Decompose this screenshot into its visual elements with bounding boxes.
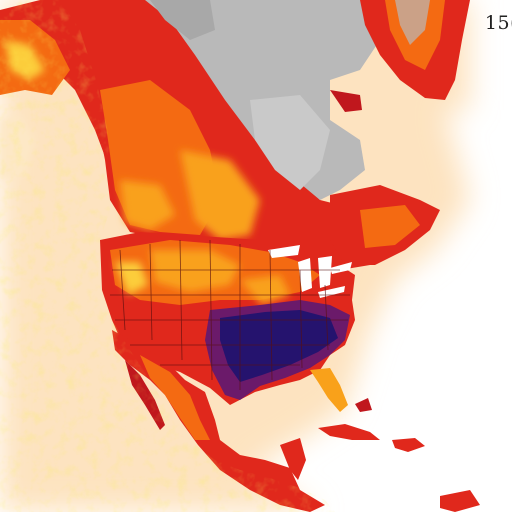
hudson-bay-patch [330,90,362,112]
corner-label: 15( [484,12,512,34]
great-lakes [268,245,352,298]
state-borders [110,239,350,390]
arctic-ice-region [145,0,380,200]
canada-region [60,0,430,270]
central-america-region [280,438,306,480]
florida-region [310,368,348,412]
quebec-region [330,185,440,265]
greenland-region [360,0,470,100]
southeast-hot-core [205,300,350,400]
caribbean-islands [318,398,480,512]
